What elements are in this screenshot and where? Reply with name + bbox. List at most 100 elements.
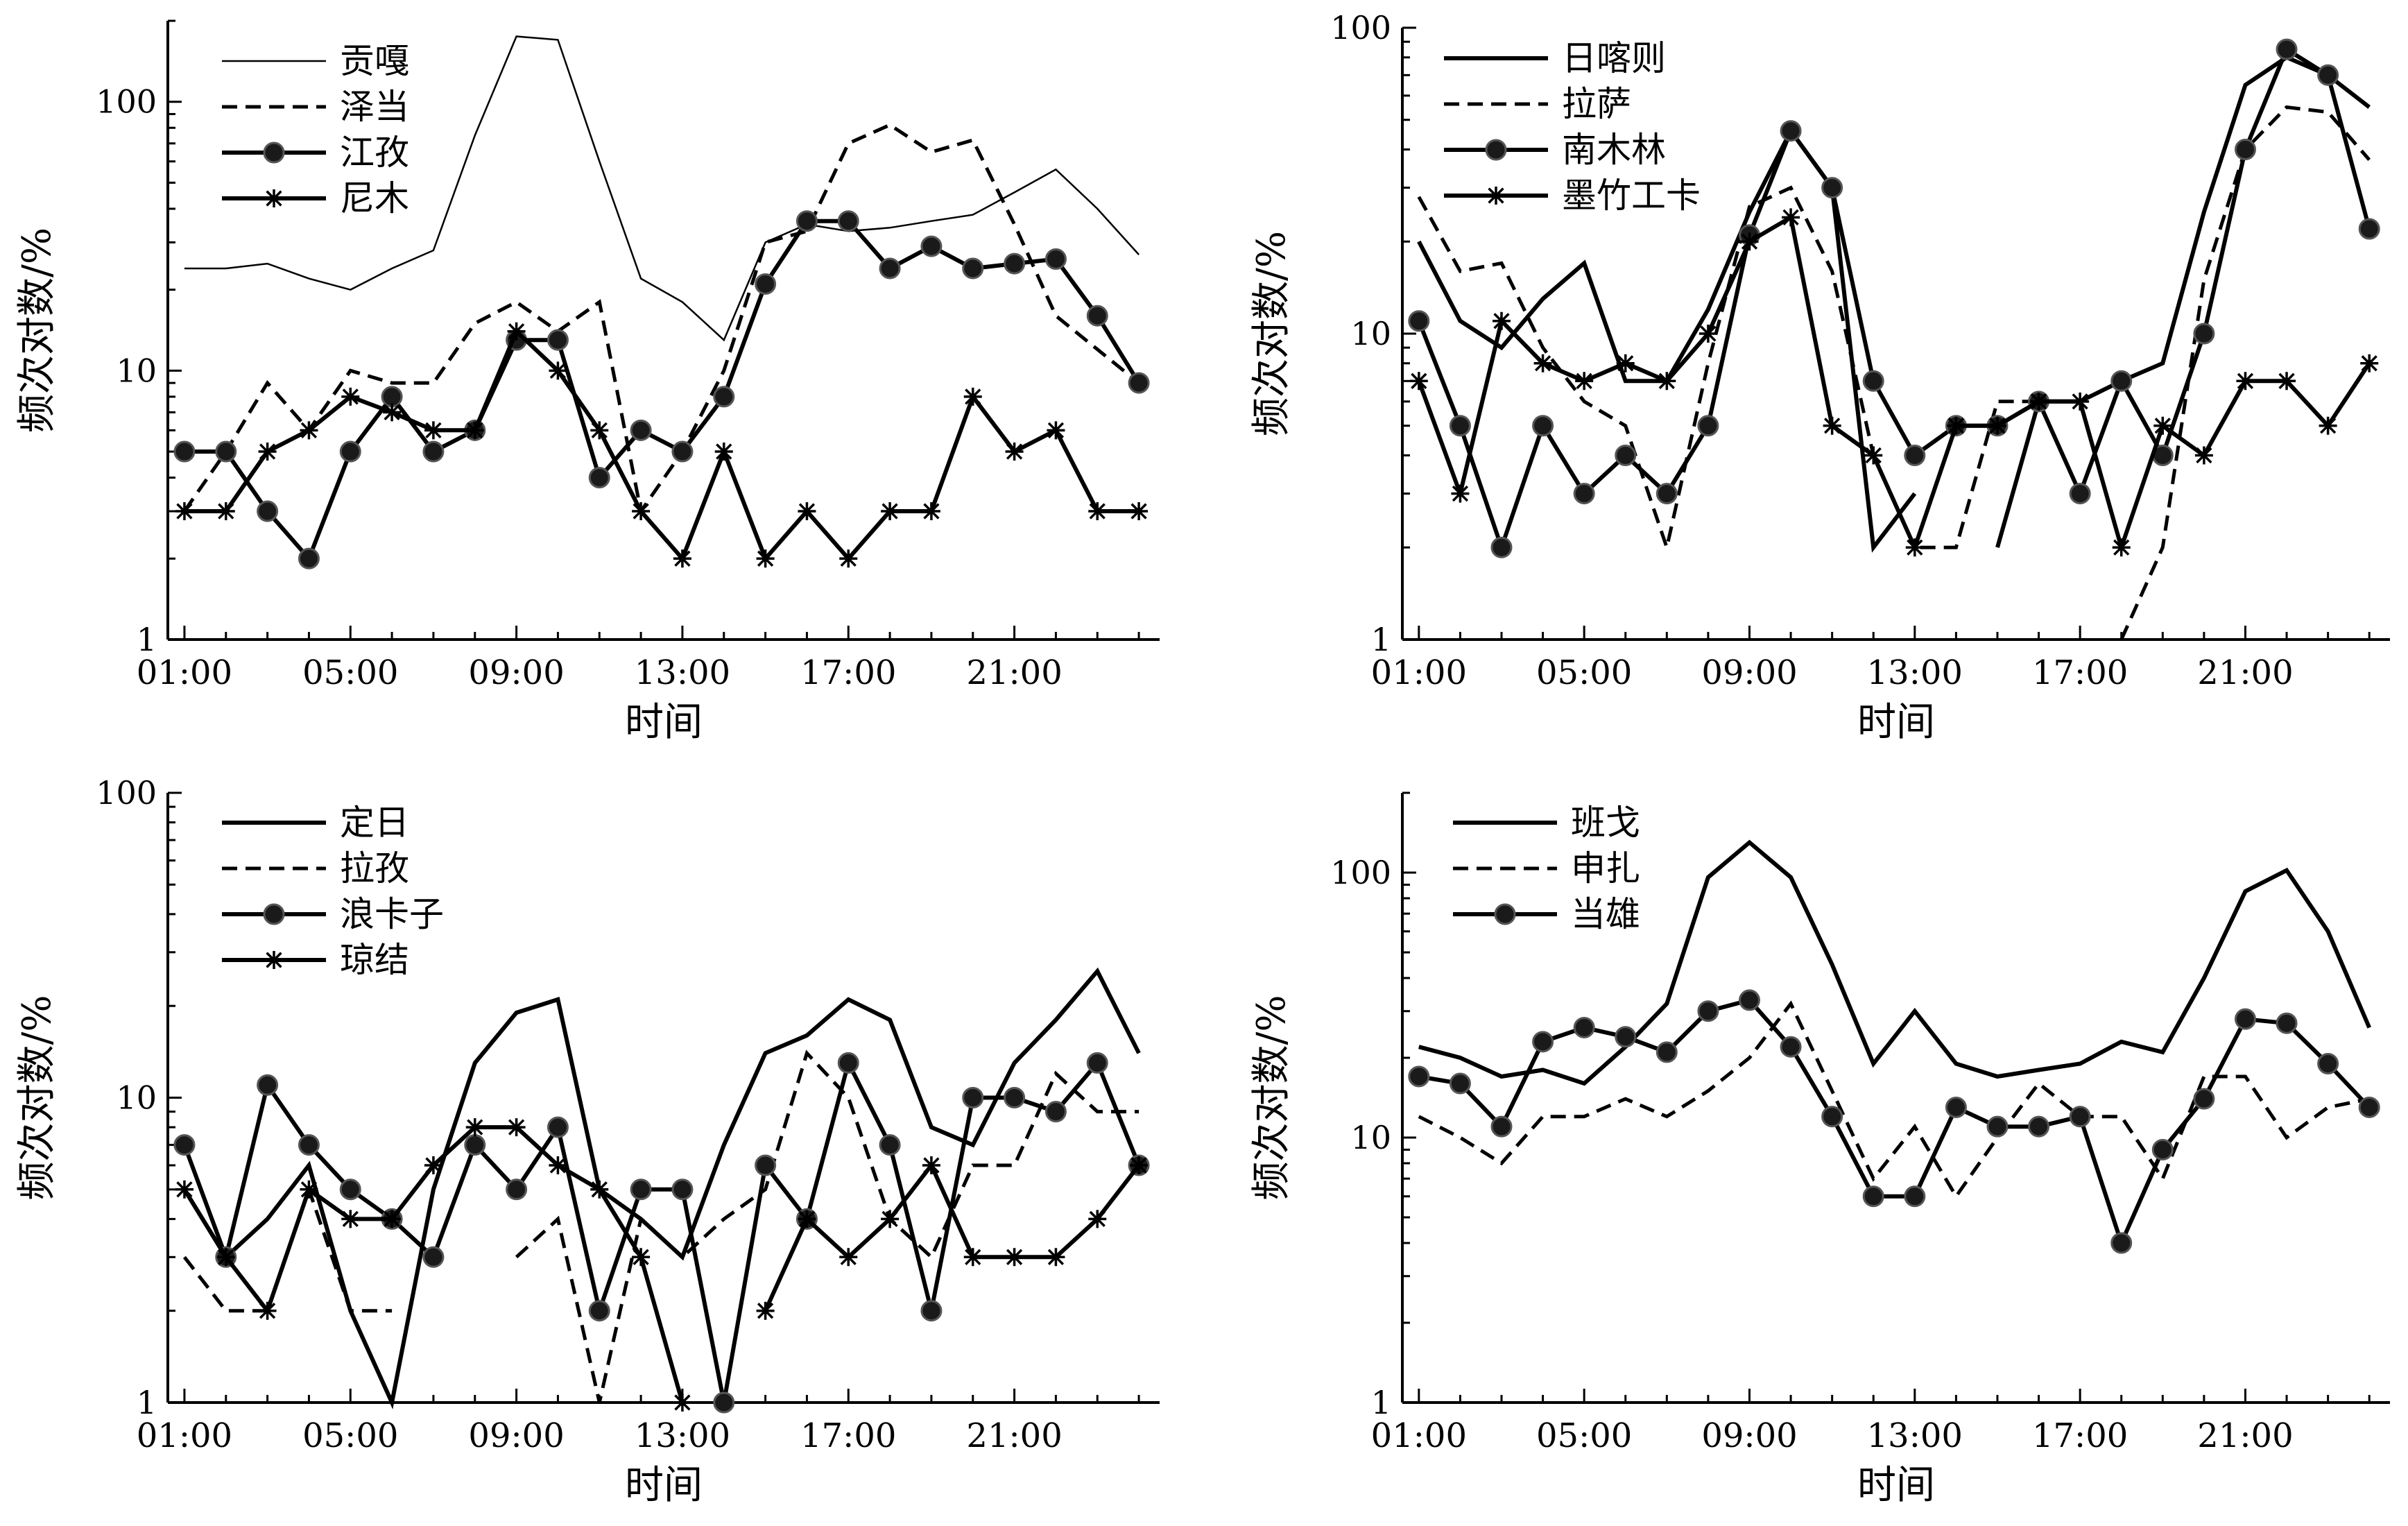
data-point xyxy=(1493,311,1511,330)
data-point xyxy=(1862,1185,1884,1208)
legend-label: 贡嘎 xyxy=(340,41,409,81)
data-point xyxy=(1451,484,1470,503)
data-point xyxy=(1656,1041,1678,1063)
x-tick-label: 05:00 xyxy=(1536,653,1632,692)
legend-entry: 日喀则 xyxy=(1444,38,1666,78)
data-point xyxy=(756,549,775,568)
data-point xyxy=(881,502,900,521)
chart-panel-2: 1 10 100 01:00 05:00 09:00 13:00 17:00 21:00 时间 频次… xyxy=(1249,9,2390,745)
x-tick-label: 17:00 xyxy=(800,653,896,692)
data-point xyxy=(2153,416,2172,435)
x-tick-label: 05:00 xyxy=(302,653,398,692)
data-point xyxy=(673,549,691,568)
data-point xyxy=(1697,415,1719,437)
data-point xyxy=(506,1178,528,1201)
y-axis-title: 频次对数/% xyxy=(15,995,60,1200)
legend-label: 日喀则 xyxy=(1562,38,1666,78)
series-1 xyxy=(1418,839,2371,1086)
data-point xyxy=(339,440,361,463)
data-point xyxy=(298,1134,320,1156)
data-point xyxy=(630,1178,652,1201)
series-3 xyxy=(515,1049,1140,1403)
data-point xyxy=(755,273,777,295)
y-tick-label: 100 xyxy=(96,774,157,812)
x-tick-label: 21:00 xyxy=(966,1416,1062,1455)
x-tick-label: 13:00 xyxy=(1867,1416,1963,1455)
data-point xyxy=(632,1248,651,1267)
data-point xyxy=(2234,1008,2256,1030)
data-point xyxy=(714,443,733,461)
chart-panel-4: 1 10 100 01:00 05:00 09:00 13:00 17:00 21:00 时间 频次… xyxy=(1249,791,2390,1508)
data-point xyxy=(1780,1036,1802,1058)
data-point xyxy=(588,1300,610,1322)
data-point xyxy=(1047,421,1065,440)
legend-label: 泽当 xyxy=(340,87,409,127)
legend-entry: 南木林 xyxy=(1444,130,1666,170)
data-point xyxy=(673,1394,691,1412)
series-1 xyxy=(184,35,1140,342)
x-tick-label: 21:00 xyxy=(2197,653,2293,692)
data-point xyxy=(1904,1185,1926,1208)
data-point xyxy=(2358,1096,2380,1118)
series-3 xyxy=(173,210,1150,569)
legend-label: 拉萨 xyxy=(1562,84,1631,124)
series-3 xyxy=(1408,989,2380,1254)
legend-label: 申扎 xyxy=(1571,848,1640,889)
series-line xyxy=(182,967,1141,1409)
data-point xyxy=(547,329,569,351)
legend-marker xyxy=(265,951,283,969)
series-line xyxy=(1995,55,2371,549)
series-2 xyxy=(1995,55,2371,549)
data-point xyxy=(963,387,982,406)
data-point xyxy=(1573,1016,1595,1038)
data-point xyxy=(1004,1087,1026,1108)
data-point xyxy=(422,1246,445,1268)
data-point xyxy=(1616,354,1635,372)
data-point xyxy=(1615,444,1637,466)
data-point xyxy=(1086,1052,1108,1074)
data-point xyxy=(2071,392,2090,411)
data-point xyxy=(1532,415,1554,437)
data-point xyxy=(383,1210,402,1228)
x-tick-label: 01:00 xyxy=(137,653,232,692)
data-point xyxy=(1532,1031,1554,1053)
data-point xyxy=(341,1210,360,1228)
data-point xyxy=(2029,392,2048,411)
y-tick-label: 10 xyxy=(1350,315,1391,352)
data-point xyxy=(1005,443,1024,461)
data-point xyxy=(2317,64,2339,86)
data-point xyxy=(1449,415,1471,437)
data-point xyxy=(339,1178,361,1201)
data-point xyxy=(2276,1012,2298,1034)
data-point xyxy=(920,1300,943,1322)
series-line xyxy=(184,35,1140,342)
series-5 xyxy=(1409,208,2379,557)
chart-panel-1: 1 10 100 01:00 05:00 09:00 13:00 17:00 21:00 时间 频次… xyxy=(15,19,1160,745)
y-tick-label: 1 xyxy=(1371,621,1391,658)
series-4 xyxy=(1408,38,2380,558)
y-tick-label: 1 xyxy=(1371,1384,1391,1421)
data-point xyxy=(2151,1138,2174,1160)
data-point xyxy=(465,1118,484,1137)
data-point xyxy=(1823,416,1841,435)
legend-label: 江孜 xyxy=(340,132,409,173)
data-point xyxy=(1408,310,1430,332)
x-tick-label: 13:00 xyxy=(1867,653,1963,692)
data-point xyxy=(1449,1072,1471,1095)
legend-marker xyxy=(263,903,285,925)
legend-entry: 贡嘎 xyxy=(222,41,409,81)
data-point xyxy=(671,1178,694,1201)
x-tick-label: 09:00 xyxy=(1701,1416,1797,1455)
y-tick-label: 10 xyxy=(116,1079,157,1117)
y-axis-title: 频次对数/% xyxy=(1249,231,1294,436)
data-point xyxy=(713,1391,735,1414)
data-point xyxy=(1905,538,1924,557)
data-point xyxy=(507,1118,526,1137)
data-point xyxy=(1945,1096,1967,1118)
data-point xyxy=(713,386,735,408)
data-point xyxy=(257,500,279,522)
data-point xyxy=(465,421,484,440)
data-point xyxy=(881,1210,900,1228)
legend-entry: 琼结 xyxy=(222,940,409,980)
data-point xyxy=(1699,325,1717,343)
